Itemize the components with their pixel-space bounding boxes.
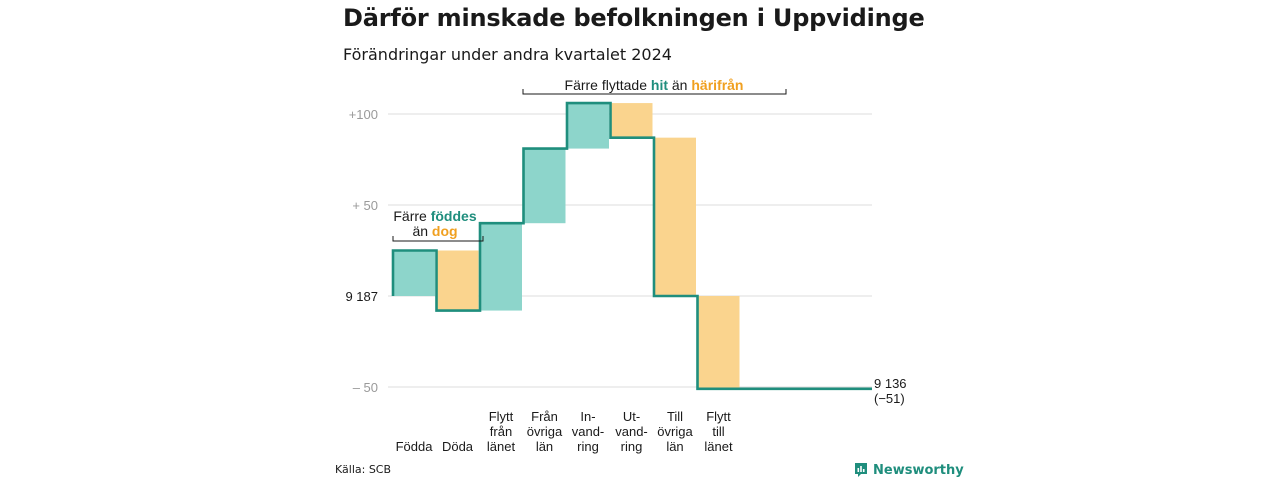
category-label: från [490,424,512,439]
category-label: övriga [657,424,693,439]
start-value-label: 9 187 [345,289,378,304]
annotation-bracket [392,236,484,242]
newsworthy-icon [855,463,867,477]
category-label: länet [487,439,516,454]
category-label: In- [580,409,595,424]
category-label: till [712,424,724,439]
brand-logo: Newsworthy [854,462,964,478]
running-total-line [391,101,872,391]
y-tick-label: – 50 [353,380,378,395]
bar-3 [523,148,566,224]
end-value-label: 9 136 [874,376,907,391]
y-tick-label: + 50 [352,198,378,213]
bar-5 [610,103,653,138]
annotation-migration: Färre flyttade hit än härifrån [565,77,744,93]
bar-2 [480,223,522,311]
brand-name: Newsworthy [873,462,964,478]
annotation-births-deaths-line2: än dog [412,223,457,239]
running-total-path [391,101,872,391]
category-label: vand- [572,424,605,439]
category-label: länet [704,439,733,454]
category-label: Till [667,409,683,424]
source-note: Källa: SCB [335,463,392,476]
category-label: Flytt [489,409,514,424]
category-label: län [666,439,683,454]
bar-4 [567,103,609,149]
category-label: Från [531,409,558,424]
bar-6 [654,137,696,296]
annotation-births-deaths: Färre föddes [393,208,476,224]
y-tick-label: +100 [349,107,378,122]
category-label: Flytt [706,409,731,424]
annotation-bracket [522,89,787,95]
category-label: ring [621,439,643,454]
bars [393,103,740,389]
category-label: Ut- [623,409,640,424]
bar-1 [436,250,479,311]
category-label: övriga [527,424,563,439]
category-label: Födda [396,439,434,454]
bar-0 [393,250,435,296]
chart-title: Därför minskade befolkningen i Uppviding… [343,4,925,32]
end-change-label: (−51) [874,391,905,406]
category-label: län [536,439,553,454]
category-label: ring [577,439,599,454]
category-label: Döda [442,439,474,454]
chart-subtitle: Förändringar under andra kvartalet 2024 [343,45,672,64]
category-label: vand- [615,424,648,439]
bar-7 [697,296,740,389]
